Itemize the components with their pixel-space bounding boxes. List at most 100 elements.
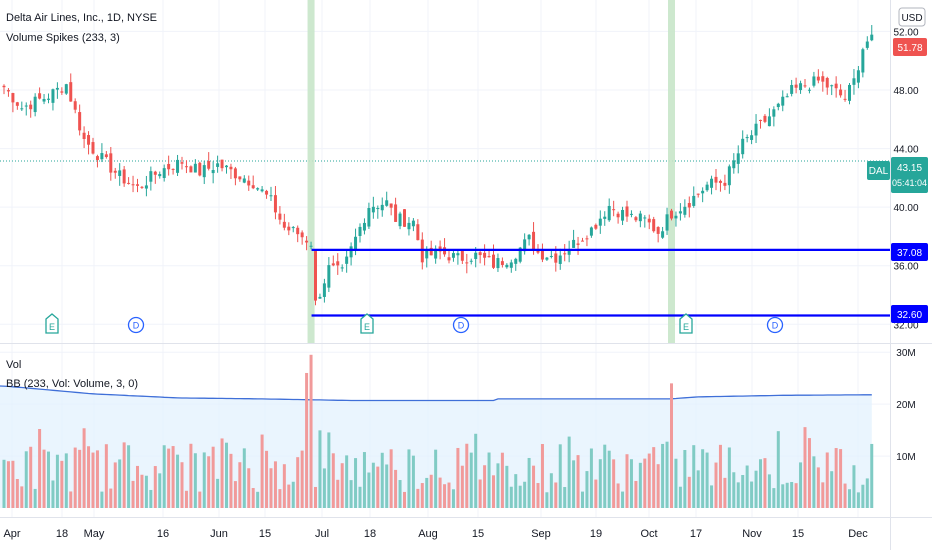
candle-body[interactable] [816,76,820,81]
volume-bar[interactable] [589,448,593,508]
candle-body[interactable] [38,93,42,99]
volume-bar[interactable] [242,448,246,508]
candle-body[interactable] [465,262,469,264]
candle-body[interactable] [358,226,362,236]
candle-body[interactable] [460,249,464,261]
volume-bar[interactable] [772,488,776,508]
volume-bar[interactable] [474,433,478,508]
volume-bar[interactable] [500,452,504,508]
volume-bar[interactable] [158,473,162,508]
volume-bar[interactable] [38,428,42,508]
candle-body[interactable] [389,203,393,208]
volume-bar[interactable] [82,428,86,508]
candle-body[interactable] [42,98,46,102]
price-axis[interactable]: 52.00 48.00 44.00 40.00 36.00 32.00 [893,27,918,331]
candle-body[interactable] [830,85,834,87]
candle-body[interactable] [47,98,50,100]
candle-body[interactable] [527,234,531,240]
candle-body[interactable] [327,265,331,288]
volume-bar[interactable] [229,453,233,508]
candle-body[interactable] [15,102,19,106]
volume-bar[interactable] [256,491,260,508]
volume-bar[interactable] [585,471,589,508]
volume-bar[interactable] [665,441,669,508]
volume-bar[interactable] [834,448,838,508]
candle-body[interactable] [589,227,593,236]
candle-body[interactable] [545,257,549,260]
candle-body[interactable] [411,220,415,227]
volume-bar[interactable] [870,443,874,508]
candle-body[interactable] [581,240,584,242]
volume-bar[interactable] [714,462,718,508]
volume-bar[interactable] [790,481,794,508]
candle-body[interactable] [656,227,660,234]
volume-bar[interactable] [754,470,758,508]
candle-body[interactable] [398,213,402,227]
candle-body[interactable] [202,165,206,178]
volume-bar[interactable] [211,446,215,508]
candle-body[interactable] [216,163,220,167]
candle-body[interactable] [6,90,10,92]
volume-bar[interactable] [184,490,188,508]
candle-body[interactable] [225,165,228,168]
candle-body[interactable] [759,119,762,121]
candle-body[interactable] [492,254,495,268]
candle-body[interactable] [625,206,629,217]
candle-body[interactable] [772,109,776,117]
volume-bar[interactable] [723,477,727,508]
candle-body[interactable] [509,262,513,268]
volume-bar[interactable] [73,447,77,508]
volume-bar[interactable] [616,483,620,508]
candle-body[interactable] [776,103,780,108]
volume-bar[interactable] [322,468,326,508]
candle-body[interactable] [807,89,811,91]
candle-body[interactable] [514,258,518,264]
candle-body[interactable] [799,83,803,91]
candle-body[interactable] [345,256,349,264]
candle-body[interactable] [176,159,180,173]
candle-body[interactable] [340,267,344,269]
candle-body[interactable] [563,253,567,255]
volume-bar[interactable] [496,463,500,508]
volume-bar[interactable] [273,461,277,508]
candle-body[interactable] [100,153,104,160]
volume-axis[interactable]: 30M 20M 10M [896,348,915,463]
candle-body[interactable] [184,166,188,168]
candle-body[interactable] [661,231,665,238]
candle-body[interactable] [403,209,406,227]
volume-bar[interactable] [505,465,509,508]
volume-bar[interactable] [153,466,157,508]
candle-body[interactable] [532,231,536,251]
volume-bar[interactable] [220,438,224,508]
candle-body[interactable] [523,239,527,252]
candle-body[interactable] [469,260,473,262]
candle-body[interactable] [336,261,340,266]
volume-bar[interactable] [358,486,362,508]
candle-body[interactable] [429,247,433,256]
volume-bar[interactable] [64,453,68,508]
candle-body[interactable] [362,222,366,231]
volume-bar[interactable] [661,443,665,508]
volume-bars[interactable] [2,354,874,508]
candle-body[interactable] [727,166,731,186]
candle-body[interactable] [714,176,718,183]
volume-bar[interactable] [701,449,705,508]
volume-bar[interactable] [603,444,607,508]
volume-bar[interactable] [149,489,153,508]
volume-bar[interactable] [20,486,24,508]
volume-bar[interactable] [225,442,228,508]
volume-band-legend[interactable]: BB (233, Vol: Volume, 3, 0) [6,378,138,390]
volume-bar[interactable] [167,448,171,508]
volume-bar[interactable] [60,460,64,508]
candle-body[interactable] [451,253,455,258]
volume-bar[interactable] [656,464,660,508]
volume-bar[interactable] [376,466,380,508]
candle-body[interactable] [763,115,767,122]
volume-bar[interactable] [389,449,393,508]
candle-body[interactable] [278,213,282,220]
candle-body[interactable] [385,200,389,206]
candle-body[interactable] [367,208,371,227]
volume-bar[interactable] [171,446,175,508]
volume-bar[interactable] [612,459,616,508]
candle-body[interactable] [269,195,273,197]
